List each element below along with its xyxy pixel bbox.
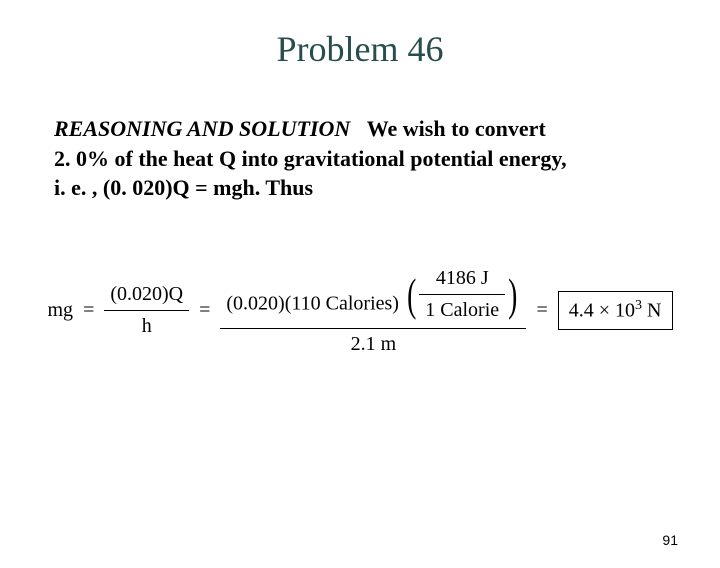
answer-value: 4.4 × 10 [569,300,635,322]
body-line-3: i. e. , (0. 020)Q = mgh. Thus [54,175,313,200]
frac2-num-left: (0.020)(110 Calories) [226,293,399,315]
answer-unit: N [642,300,661,322]
body-paragraph: REASONING AND SOLUTION We wish to conver… [54,114,666,203]
answer-box: 4.4 × 103 N [558,291,673,330]
fraction-2: (0.020)(110 Calories) ( 4186 J 1 Calorie… [220,263,526,358]
slide-title: Problem 46 [0,28,720,70]
lead-phrase: REASONING AND SOLUTION [54,116,350,141]
body-line-2: 2. 0% of the heat Q into gravitational p… [54,146,567,171]
frac2-num: (0.020)(110 Calories) ( 4186 J 1 Calorie… [220,263,526,326]
equals-3: = [532,299,551,322]
fraction-1: (0.020)Q h [104,281,189,340]
equals-1: = [79,299,98,322]
conv-num: 4186 J [430,265,495,292]
answer-exponent: 3 [635,298,642,313]
conversion-frac: 4186 J 1 Calorie [419,265,505,324]
conversion-paren: ( 4186 J 1 Calorie ) [404,265,521,324]
body-line-1: We wish to convert [367,116,546,141]
page-number: 91 [662,532,678,548]
frac1-num: (0.020)Q [104,281,189,308]
conv-den: 1 Calorie [419,297,505,324]
equals-2: = [195,299,214,322]
frac1-den: h [136,313,158,340]
eq-lhs: mg [48,299,74,322]
equation: mg = (0.020)Q h = (0.020)(110 Calories) … [0,263,720,358]
frac2-den: 2.1 m [345,331,403,358]
